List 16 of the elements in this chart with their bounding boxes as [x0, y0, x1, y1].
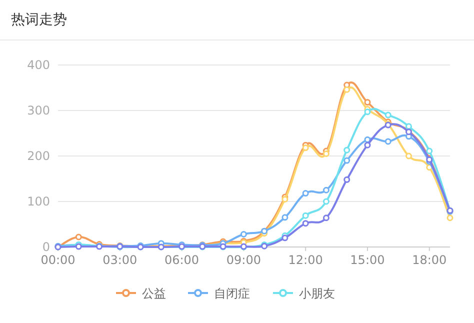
legend-label: 公益: [142, 286, 166, 300]
y-tick-label: 400: [27, 58, 50, 72]
chart-title: 热词走势: [11, 12, 67, 28]
x-tick-label: 18:00: [412, 253, 447, 267]
x-tick-label: 06:00: [164, 253, 200, 267]
y-tick-label: 200: [27, 149, 50, 163]
x-tick-label: 12:00: [288, 253, 323, 267]
y-tick-label: 300: [27, 104, 50, 118]
y-tick-label: 0: [42, 240, 50, 254]
legend-label: 小朋友: [299, 286, 335, 300]
x-tick-label: 00:00: [40, 253, 76, 267]
legend-label: 自闭症: [214, 286, 250, 300]
x-tick-label: 09:00: [226, 253, 261, 267]
y-tick-label: 100: [27, 194, 50, 208]
x-tick-label: 15:00: [350, 253, 385, 267]
x-tick-label: 03:00: [102, 253, 138, 267]
